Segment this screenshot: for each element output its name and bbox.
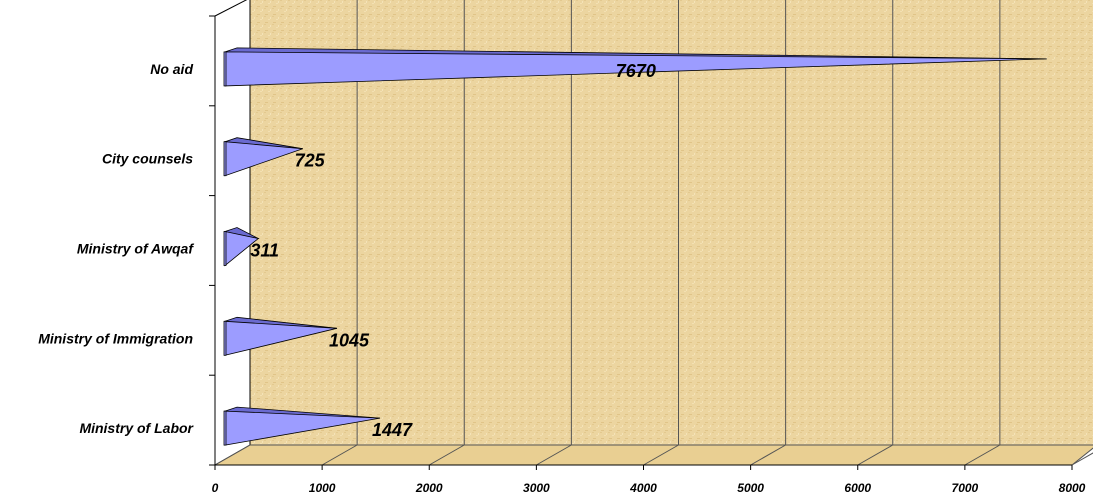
bar-base <box>223 231 227 266</box>
data-label: 725 <box>295 151 326 171</box>
chart-axes <box>209 15 1073 470</box>
floor-gridline <box>1071 452 1093 466</box>
floor-gridline <box>643 444 679 466</box>
x-tick-label: 5000 <box>737 481 764 495</box>
chart-bars <box>223 47 1047 446</box>
x-tick-label: 0 <box>212 481 219 495</box>
floor-gridline <box>857 444 893 466</box>
bar-1 <box>223 316 338 356</box>
bar-base <box>223 51 227 87</box>
data-label: 7670 <box>616 61 656 81</box>
floor-gridline <box>536 444 572 466</box>
floor-gridline <box>321 444 358 466</box>
floor-gridline <box>429 444 465 466</box>
category-label: Ministry of Awqaf <box>77 241 194 257</box>
bar-2 <box>223 227 260 267</box>
bar-3 <box>223 137 303 177</box>
bar-4 <box>223 47 1047 87</box>
chart-floor <box>213 444 1093 466</box>
bar-base <box>223 410 227 446</box>
bar-0 <box>223 406 381 446</box>
category-label: Ministry of Labor <box>79 420 194 436</box>
x-tick-label: 4000 <box>629 481 657 495</box>
bar-base <box>223 320 227 356</box>
data-label: 311 <box>250 241 279 261</box>
category-label: No aid <box>150 61 193 77</box>
data-label: 1045 <box>329 330 370 350</box>
x-tick-label: 8000 <box>1059 481 1086 495</box>
category-label: Ministry of Immigration <box>38 330 193 346</box>
chart-labels: 0 1000 2000 3000 4000 5000 6000 7000 8000 Ministr… <box>38 61 1085 495</box>
data-label: 1447 <box>372 420 413 440</box>
x-tick-label: 2000 <box>415 481 443 495</box>
x-tick-label: 6000 <box>844 481 871 495</box>
floor-gridline <box>214 444 251 466</box>
x-tick-label: 1000 <box>309 481 336 495</box>
floor-gridline <box>964 444 1001 466</box>
bar-base <box>223 141 227 177</box>
floor-gridline <box>750 444 786 466</box>
x-tick-label: 3000 <box>523 481 550 495</box>
x-tick-label: 7000 <box>952 481 979 495</box>
category-label: City counsels <box>102 151 193 167</box>
